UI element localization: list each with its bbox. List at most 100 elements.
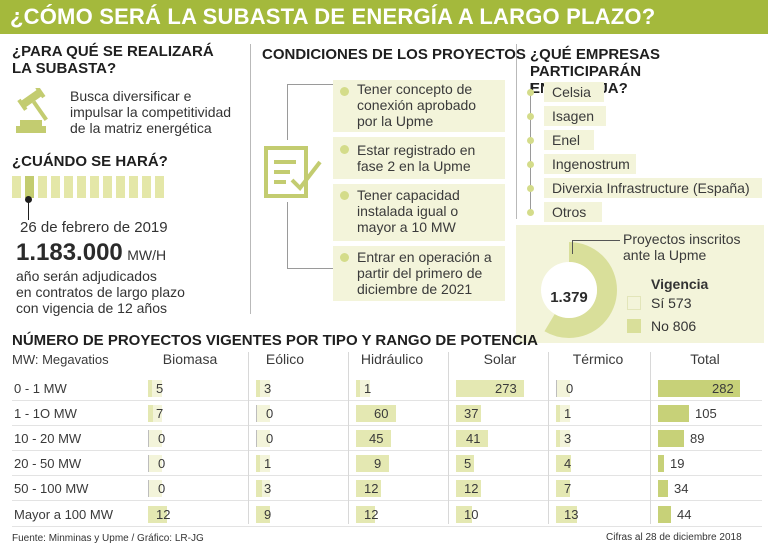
cell-bar-bg <box>148 455 162 472</box>
cell-value: 7 <box>564 481 572 496</box>
cell-value: 0 <box>158 456 166 471</box>
column-separator <box>448 352 449 524</box>
empresa-name: Diverxia Infrastructure (España) <box>552 180 750 196</box>
column-separator <box>650 352 651 524</box>
source-note: Fuente: Minminas y Upme / Gráfico: LR-JG <box>12 533 204 544</box>
calendar-cell <box>51 176 60 198</box>
cuando-heading: ¿CUÁNDO SE HARÁ? <box>12 153 168 170</box>
cell-value: 7 <box>156 406 164 421</box>
cell-value: 34 <box>674 481 689 496</box>
row-header: 0 - 1 MW <box>14 381 67 396</box>
cell-baseline <box>256 430 257 447</box>
cell-bar <box>556 430 560 447</box>
column-separator <box>248 352 249 524</box>
cell-value: 13 <box>564 507 579 522</box>
empresa-name: Otros <box>552 204 587 220</box>
column-header: Eólico <box>265 351 305 367</box>
cell-baseline <box>148 480 149 497</box>
empresa-item: Ingenostrum <box>544 154 636 174</box>
cell-value: 0 <box>566 381 574 396</box>
bullet-dot <box>527 161 534 168</box>
cell-value: 12 <box>156 507 171 522</box>
cell-bar-bg <box>256 430 270 447</box>
cell-value: 37 <box>464 406 479 421</box>
cell-value: 1 <box>564 406 572 421</box>
cell-bar <box>556 405 560 422</box>
cell-bar <box>356 480 381 497</box>
condicion-item <box>333 246 505 301</box>
cell-bar <box>556 455 571 472</box>
bracket-line <box>287 84 333 85</box>
bullet-dot <box>340 253 349 262</box>
condicion-text: Tener concepto de conexión aprobado por la… <box>357 81 477 129</box>
caption-line <box>572 240 620 241</box>
cell-value: 105 <box>695 406 717 421</box>
gavel-icon <box>12 86 62 136</box>
calendar-cell <box>64 176 73 198</box>
date-marker <box>25 196 32 203</box>
cell-value: 1 <box>364 381 372 396</box>
cell-bar <box>356 380 360 397</box>
cell-bar <box>256 480 262 497</box>
calendar-cell <box>12 176 21 198</box>
cell-value: 12 <box>364 481 379 496</box>
cell-value: 89 <box>690 431 705 446</box>
calendar-cell <box>129 176 138 198</box>
row-separator <box>12 400 762 401</box>
cell-bar <box>658 455 664 472</box>
bullet-dot <box>527 89 534 96</box>
empresa-item: Diverxia Infrastructure (España) <box>544 178 762 198</box>
condicion-item <box>333 137 505 179</box>
cell-bar <box>456 380 524 397</box>
vigencia-title: Vigencia <box>651 276 709 292</box>
para-que-heading: ¿PARA QUÉ SE REALIZARÁ LA SUBASTA? <box>12 43 214 77</box>
calendar-cell <box>155 176 164 198</box>
cell-bar <box>456 506 472 523</box>
bullet-dot <box>340 87 349 96</box>
cell-bar <box>148 506 167 523</box>
cell-bar <box>556 480 570 497</box>
bullet-dot <box>340 191 349 200</box>
tabla-heading: NÚMERO DE PROYECTOS VIGENTES POR TIPO Y … <box>12 332 538 349</box>
cell-value: 45 <box>369 431 384 446</box>
empresa-item: Isagen <box>544 106 606 126</box>
cell-value: 1 <box>264 456 272 471</box>
cell-baseline <box>556 380 557 397</box>
cell-bar <box>456 430 488 447</box>
condicion-text: Estar registrado en fase 2 en la Upme <box>357 142 476 174</box>
separator <box>250 44 251 314</box>
cell-bar <box>658 405 689 422</box>
cell-value: 9 <box>264 507 272 522</box>
legend-si: Sí 573 <box>651 295 692 311</box>
checklist-icon <box>262 140 326 202</box>
column-header: Total <box>690 351 720 367</box>
cell-value: 10 <box>464 507 479 522</box>
cell-bar <box>658 506 671 523</box>
empresas-line <box>530 83 531 211</box>
row-separator <box>12 500 762 501</box>
cell-baseline <box>256 405 257 422</box>
row-header: 50 - 100 MW <box>14 481 89 496</box>
cell-bar <box>356 506 375 523</box>
cell-bar <box>256 455 260 472</box>
cell-bar <box>456 455 474 472</box>
condicion-item <box>333 184 505 241</box>
cell-bar <box>556 506 577 523</box>
cell-value: 19 <box>670 456 685 471</box>
column-header: Solar <box>483 351 517 367</box>
cell-bar <box>456 405 481 422</box>
cell-baseline <box>148 430 149 447</box>
cell-value: 273 <box>495 381 517 396</box>
cell-value: 12 <box>364 507 379 522</box>
cell-value: 0 <box>266 431 274 446</box>
cell-bar <box>658 380 740 397</box>
column-header: Biomasa <box>162 351 218 367</box>
cell-value: 41 <box>466 431 481 446</box>
cell-value: 5 <box>156 381 164 396</box>
cell-value: 4 <box>564 456 572 471</box>
cell-bar-bg <box>556 380 570 397</box>
donut-hole <box>541 262 597 318</box>
cell-bar <box>148 380 152 397</box>
row-separator <box>12 425 762 426</box>
